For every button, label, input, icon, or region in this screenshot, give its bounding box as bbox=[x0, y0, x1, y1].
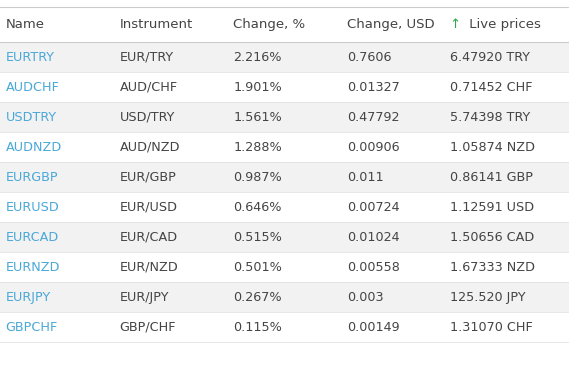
Text: 0.01024: 0.01024 bbox=[347, 231, 399, 244]
Bar bbox=[0, 192, 569, 222]
Text: 1.12591 USD: 1.12591 USD bbox=[450, 201, 534, 214]
Text: EUR/NZD: EUR/NZD bbox=[119, 261, 178, 274]
Text: 2.216%: 2.216% bbox=[233, 51, 282, 64]
Text: AUD/NZD: AUD/NZD bbox=[119, 141, 180, 154]
Text: EURJPY: EURJPY bbox=[6, 291, 51, 304]
Text: 1.05874 NZD: 1.05874 NZD bbox=[450, 141, 534, 154]
Text: 1.31070 CHF: 1.31070 CHF bbox=[450, 321, 532, 334]
Text: EUR/CAD: EUR/CAD bbox=[119, 231, 178, 244]
Text: 0.011: 0.011 bbox=[347, 171, 384, 184]
Text: EURTRY: EURTRY bbox=[6, 51, 55, 64]
Text: EURNZD: EURNZD bbox=[6, 261, 60, 274]
Text: 0.515%: 0.515% bbox=[233, 231, 282, 244]
Text: EUR/JPY: EUR/JPY bbox=[119, 291, 169, 304]
Text: 0.01327: 0.01327 bbox=[347, 81, 400, 94]
Text: 0.00558: 0.00558 bbox=[347, 261, 400, 274]
Text: AUDNZD: AUDNZD bbox=[6, 141, 62, 154]
Text: GBPCHF: GBPCHF bbox=[6, 321, 58, 334]
Bar bbox=[0, 72, 569, 102]
Text: 0.86141 GBP: 0.86141 GBP bbox=[450, 171, 533, 184]
Text: EURCAD: EURCAD bbox=[6, 231, 59, 244]
Text: Name: Name bbox=[6, 18, 45, 31]
Text: 0.646%: 0.646% bbox=[233, 201, 282, 214]
Text: Live prices: Live prices bbox=[465, 18, 541, 31]
Text: 0.267%: 0.267% bbox=[233, 291, 282, 304]
Bar bbox=[0, 312, 569, 342]
Bar bbox=[0, 222, 569, 252]
Text: 0.501%: 0.501% bbox=[233, 261, 282, 274]
Text: Change, %: Change, % bbox=[233, 18, 306, 31]
Text: 1.561%: 1.561% bbox=[233, 111, 282, 124]
Text: Instrument: Instrument bbox=[119, 18, 193, 31]
Text: USD/TRY: USD/TRY bbox=[119, 111, 175, 124]
Bar bbox=[0, 252, 569, 282]
Text: ↑: ↑ bbox=[450, 18, 461, 31]
Text: 0.7606: 0.7606 bbox=[347, 51, 391, 64]
Text: 0.00906: 0.00906 bbox=[347, 141, 399, 154]
Text: 1.50656 CAD: 1.50656 CAD bbox=[450, 231, 534, 244]
Text: 0.00149: 0.00149 bbox=[347, 321, 399, 334]
Bar bbox=[0, 102, 569, 132]
Text: 1.288%: 1.288% bbox=[233, 141, 282, 154]
Text: AUDCHF: AUDCHF bbox=[6, 81, 60, 94]
Bar bbox=[0, 42, 569, 72]
Text: AUD/CHF: AUD/CHF bbox=[119, 81, 178, 94]
Text: GBP/CHF: GBP/CHF bbox=[119, 321, 176, 334]
Text: 0.71452 CHF: 0.71452 CHF bbox=[450, 81, 532, 94]
Text: EURGBP: EURGBP bbox=[6, 171, 58, 184]
Text: 0.00724: 0.00724 bbox=[347, 201, 399, 214]
Text: EUR/TRY: EUR/TRY bbox=[119, 51, 174, 64]
Bar bbox=[0, 282, 569, 312]
Text: 125.520 JPY: 125.520 JPY bbox=[450, 291, 525, 304]
Bar bbox=[0, 7, 569, 42]
Text: Change, USD: Change, USD bbox=[347, 18, 435, 31]
Text: 1.67333 NZD: 1.67333 NZD bbox=[450, 261, 534, 274]
Bar bbox=[0, 132, 569, 162]
Text: 0.115%: 0.115% bbox=[233, 321, 282, 334]
Text: 6.47920 TRY: 6.47920 TRY bbox=[450, 51, 530, 64]
Text: USDTRY: USDTRY bbox=[6, 111, 57, 124]
Text: 0.47792: 0.47792 bbox=[347, 111, 399, 124]
Text: EUR/USD: EUR/USD bbox=[119, 201, 178, 214]
Text: 0.987%: 0.987% bbox=[233, 171, 282, 184]
Text: 1.901%: 1.901% bbox=[233, 81, 282, 94]
Bar bbox=[0, 162, 569, 192]
Text: 0.003: 0.003 bbox=[347, 291, 384, 304]
Text: EURUSD: EURUSD bbox=[6, 201, 59, 214]
Text: EUR/GBP: EUR/GBP bbox=[119, 171, 176, 184]
Text: 5.74398 TRY: 5.74398 TRY bbox=[450, 111, 530, 124]
